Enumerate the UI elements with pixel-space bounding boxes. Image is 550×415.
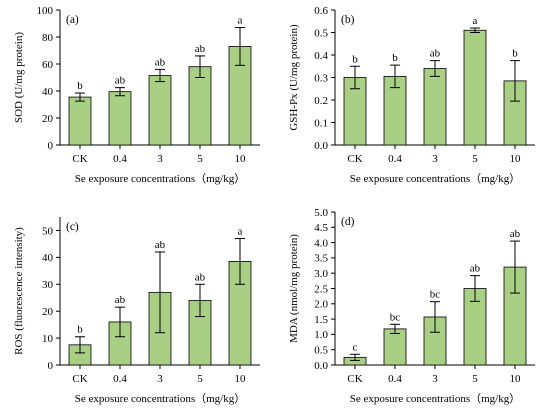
x-axis-label: Se exposure concentrations（mg/kg） [75, 392, 245, 405]
panel-label: (a) [66, 14, 79, 26]
y-tick-label: 4.5 [314, 222, 328, 234]
y-tick-label: 0.5 [314, 345, 328, 357]
y-tick-label: 20 [42, 113, 54, 125]
x-axis-label: Se exposure concentrations（mg/kg） [350, 392, 520, 405]
x-tick-label: CK [347, 153, 362, 165]
y-tick-label: 0.5 [314, 27, 328, 39]
significance-letter: a [238, 15, 243, 27]
x-tick-label: CK [72, 373, 87, 385]
x-tick-label: 10 [235, 153, 247, 165]
significance-letter: b [77, 80, 83, 92]
y-tick-label: 3.5 [314, 253, 328, 265]
x-tick-label: 0.4 [113, 153, 127, 165]
panel-label: (d) [341, 216, 355, 228]
y-tick-label: 0.3 [314, 72, 328, 84]
y-tick-label: 0.1 [314, 117, 328, 129]
y-tick-label: 2.0 [314, 299, 328, 311]
significance-letter: bc [390, 311, 401, 323]
significance-letter: b [77, 324, 83, 336]
x-tick-label: 5 [472, 373, 478, 385]
significance-letter: ab [510, 228, 521, 240]
bar [423, 68, 447, 146]
chart-panel: 0.0 0.5 1.0 1.5 2.0 2.5 3.0 3.5 4.0 4.5 5.0 c CK bc 0.… [288, 207, 535, 405]
bar [148, 75, 172, 146]
y-tick-label: 60 [42, 59, 54, 71]
x-tick-label: 3 [157, 153, 163, 165]
y-tick-label: 20 [42, 306, 54, 318]
y-tick-label: 40 [42, 252, 54, 264]
x-tick-label: 10 [235, 373, 247, 385]
x-tick-label: 5 [197, 373, 203, 385]
panel-label: (c) [66, 221, 79, 233]
x-tick-label: 5 [197, 153, 203, 165]
y-tick-label: 40 [42, 86, 54, 98]
y-tick-label: 2.5 [314, 283, 328, 295]
y-axis-label: GSH-Px (U/mg protein) [288, 24, 300, 131]
significance-letter: ab [115, 75, 126, 87]
bar [108, 91, 132, 146]
y-tick-label: 0 [48, 140, 54, 152]
chart-panel: 0 10 20 30 40 50 b CK ab 0.4 ab 3 ab 5 a 10 (c) Se exposu… [13, 217, 260, 405]
chart-panel: 0 20 40 60 80 100 b CK ab 0.4 ab 3 ab 5 a 10 (a) Se expos… [13, 5, 260, 185]
bar [383, 328, 407, 366]
x-tick-label: CK [347, 373, 362, 385]
y-tick-label: 0.4 [314, 50, 328, 62]
significance-letter: ab [155, 239, 166, 251]
significance-letter: c [353, 341, 358, 353]
x-axis-label: Se exposure concentrations（mg/kg） [75, 172, 245, 185]
y-tick-label: 5.0 [314, 207, 328, 219]
significance-letter: ab [195, 43, 206, 55]
significance-letter: b [512, 48, 518, 60]
significance-letter: ab [195, 271, 206, 283]
significance-letter: ab [470, 263, 481, 275]
x-tick-label: 0.4 [113, 373, 127, 385]
significance-letter: a [238, 226, 243, 238]
y-axis-label: MDA (nmol/mg protein) [288, 234, 300, 343]
y-tick-label: 0.2 [314, 95, 328, 107]
x-tick-label: 3 [432, 153, 438, 165]
x-tick-label: CK [72, 153, 87, 165]
y-axis-label: ROS (fluorescence intensity) [13, 227, 25, 355]
y-tick-label: 0 [48, 360, 54, 372]
significance-letter: b [392, 52, 398, 64]
significance-letter: bc [430, 289, 441, 301]
y-tick-label: 4.0 [314, 237, 328, 249]
x-tick-label: 0.4 [388, 153, 402, 165]
y-tick-label: 1.5 [314, 314, 328, 326]
y-tick-label: 0.0 [314, 360, 328, 372]
x-tick-label: 3 [157, 373, 163, 385]
y-tick-label: 10 [42, 333, 54, 345]
y-tick-label: 3.0 [314, 268, 328, 280]
significance-letter: ab [115, 294, 126, 306]
panel-label: (b) [341, 14, 355, 26]
significance-letter: ab [155, 56, 166, 68]
bar [463, 29, 487, 146]
x-tick-label: 10 [510, 153, 522, 165]
y-axis-label: SOD (U/mg protein) [13, 32, 25, 123]
x-tick-label: 10 [510, 373, 522, 385]
bar [188, 66, 212, 146]
y-tick-label: 0.6 [314, 5, 328, 17]
y-tick-label: 1.0 [314, 329, 328, 341]
x-tick-label: 5 [472, 153, 478, 165]
x-axis-label: Se exposure concentrations（mg/kg） [350, 172, 520, 185]
y-tick-label: 100 [37, 5, 54, 17]
y-tick-label: 30 [42, 279, 54, 291]
x-tick-label: 0.4 [388, 373, 402, 385]
chart-panel: 0.0 0.1 0.2 0.3 0.4 0.5 0.6 b CK b 0.4 ab 3 a 5 b 10 (b) S… [288, 5, 535, 185]
bar [68, 96, 92, 146]
y-tick-label: 80 [42, 32, 54, 44]
x-tick-label: 3 [432, 373, 438, 385]
y-tick-label: 0.0 [314, 140, 328, 152]
significance-letter: b [352, 53, 358, 65]
significance-letter: a [473, 15, 478, 27]
y-tick-label: 50 [42, 225, 54, 237]
significance-letter: ab [430, 48, 441, 60]
